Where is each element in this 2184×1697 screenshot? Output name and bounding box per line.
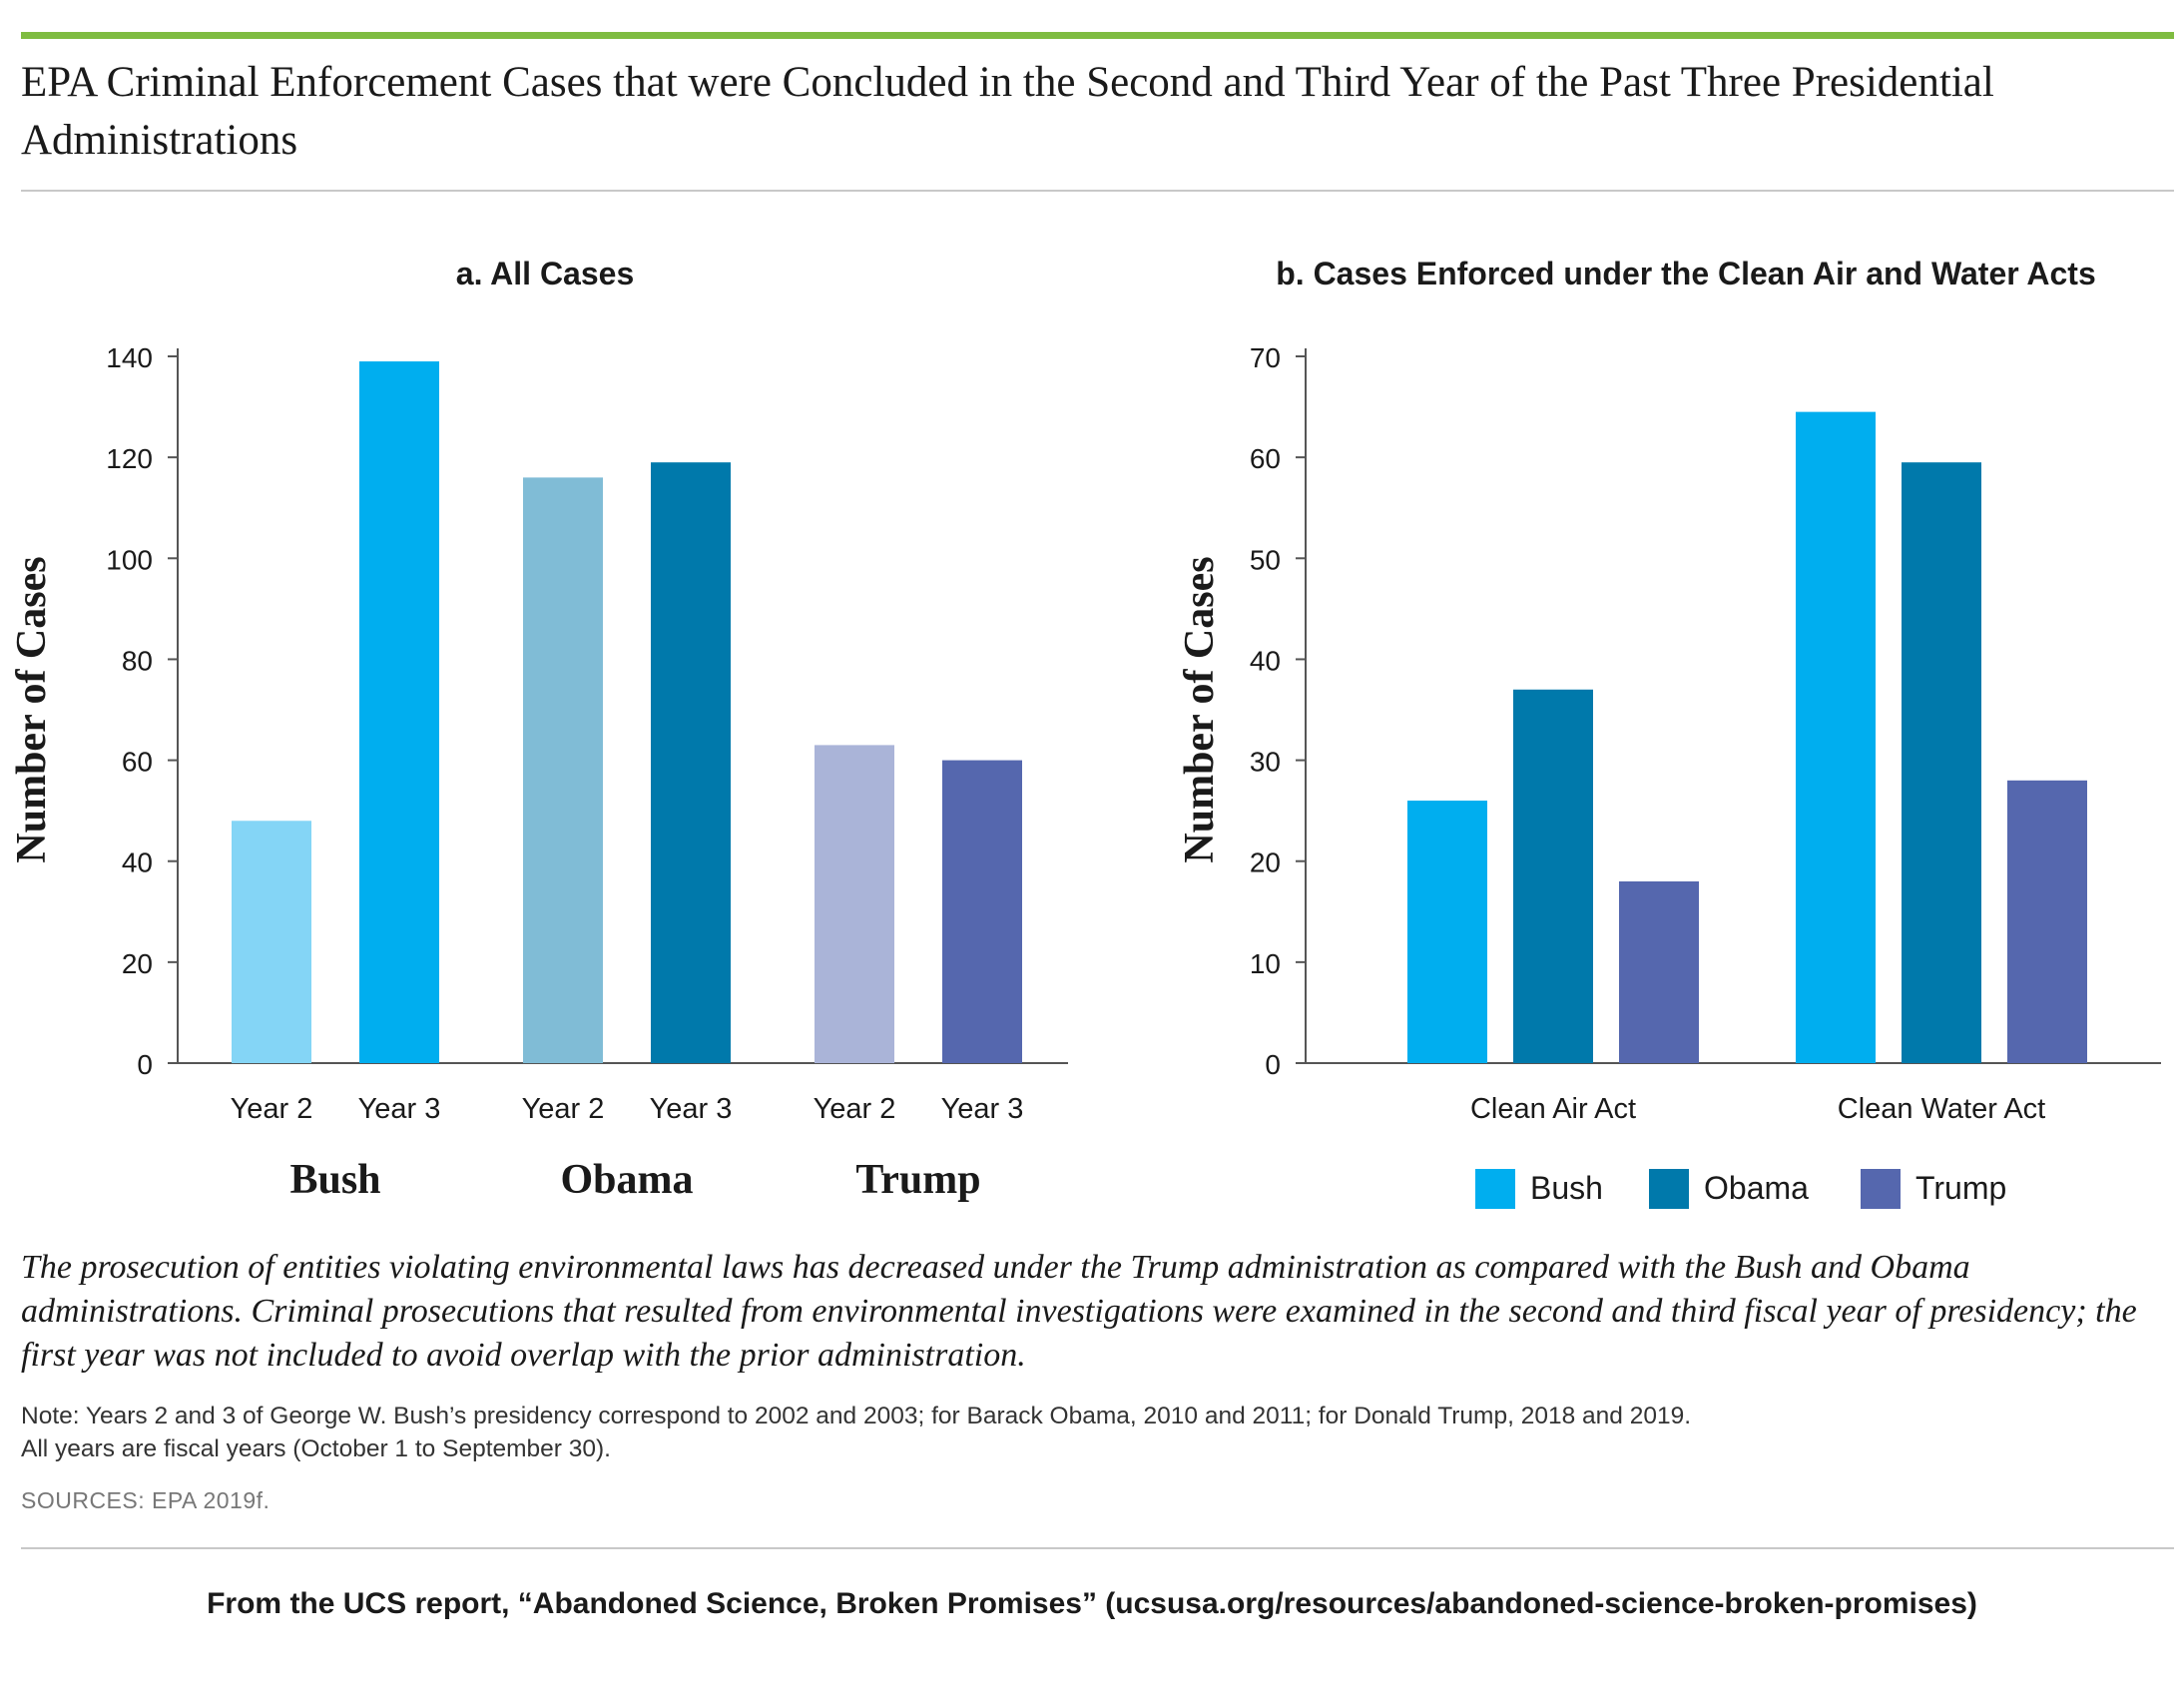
chart-a-bar — [232, 821, 311, 1063]
legend-swatch — [1475, 1169, 1515, 1209]
chart-a-y-tick-label: 60 — [122, 747, 153, 778]
chart-b-bar — [1513, 689, 1593, 1063]
chart-a-x-tick-label: Year 3 — [358, 1093, 441, 1125]
chart-b-x-tick-label: Clean Air Act — [1470, 1093, 1636, 1125]
chart-a-y-tick-label: 80 — [122, 645, 153, 676]
chart-a-group-label: Trump — [855, 1157, 980, 1203]
chart-b-chart-title: b. Cases Enforced under the Clean Air an… — [1276, 256, 2096, 291]
chart-a-y-tick-label: 0 — [137, 1049, 153, 1080]
chart-b-y-tick-label: 40 — [1250, 645, 1281, 676]
chart-b-y-tick-label: 10 — [1250, 948, 1281, 979]
chart-b-y-tick-label: 20 — [1250, 848, 1281, 878]
chart-a-bar — [942, 760, 1022, 1063]
legend-swatch — [1861, 1169, 1901, 1209]
figure-caption: The prosecution of entities violating en… — [21, 1249, 2137, 1374]
chart-b-y-tick-label: 60 — [1250, 443, 1281, 474]
chart-a-y-tick-label: 100 — [106, 544, 153, 575]
chart-b-y-axis-label: Number of Cases — [1177, 556, 1223, 862]
chart-a-x-tick-label: Year 3 — [941, 1093, 1024, 1125]
title-divider — [21, 190, 2174, 192]
figure-sources: SOURCES: EPA 2019f. — [21, 1487, 271, 1513]
chart-a-x-tick-label: Year 2 — [522, 1093, 605, 1125]
chart-b-x-tick-label: Clean Water Act — [1838, 1093, 2045, 1125]
chart-a-y-tick-label: 140 — [106, 342, 153, 373]
chart-a-x-tick-label: Year 2 — [231, 1093, 313, 1125]
figure-title: EPA Criminal Enforcement Cases that were… — [21, 59, 1994, 164]
chart-a-group-label: Obama — [560, 1157, 693, 1203]
legend-label: Obama — [1704, 1170, 1809, 1206]
legend-label: Trump — [1915, 1170, 2006, 1206]
chart-a-x-tick-label: Year 2 — [814, 1093, 896, 1125]
chart-a-bar — [651, 462, 731, 1063]
chart-b-bar — [1902, 462, 1981, 1063]
chart-b-y-tick-label: 70 — [1250, 342, 1281, 373]
chart-a-chart-title: a. All Cases — [456, 256, 634, 291]
note-line-1: Note: Years 2 and 3 of George W. Bush’s … — [21, 1403, 1691, 1429]
chart-a-y-tick-label: 20 — [122, 948, 153, 979]
chart-a-y-tick-label: 120 — [106, 443, 153, 474]
chart-a-bar — [523, 477, 603, 1063]
chart-b-bar — [1407, 801, 1487, 1063]
chart-a-group-label: Bush — [289, 1157, 380, 1203]
chart-b-bar — [1619, 880, 1699, 1063]
note-line-2: All years are fiscal years (October 1 to… — [21, 1435, 611, 1462]
chart-a-y-axis-label: Number of Cases — [9, 556, 55, 862]
chart-a-bar — [815, 745, 894, 1063]
chart-a-x-tick-label: Year 3 — [650, 1093, 733, 1125]
legend-label: Bush — [1530, 1170, 1603, 1206]
chart-a-y-tick-label: 40 — [122, 848, 153, 878]
chart-a-bar — [359, 361, 439, 1063]
chart-b-y-tick-label: 30 — [1250, 747, 1281, 778]
footer-divider — [21, 1547, 2174, 1549]
report-footer: From the UCS report, “Abandoned Science,… — [207, 1587, 1977, 1620]
accent-bar — [21, 32, 2174, 39]
chart-b-bar — [1796, 411, 1876, 1064]
chart-b-y-tick-label: 50 — [1250, 544, 1281, 575]
figure-note: Note: Years 2 and 3 of George W. Bush’s … — [21, 1400, 2167, 1465]
chart-b-y-tick-label: 0 — [1265, 1049, 1281, 1080]
chart-b-bar — [2007, 780, 2087, 1063]
legend-swatch — [1649, 1169, 1689, 1209]
